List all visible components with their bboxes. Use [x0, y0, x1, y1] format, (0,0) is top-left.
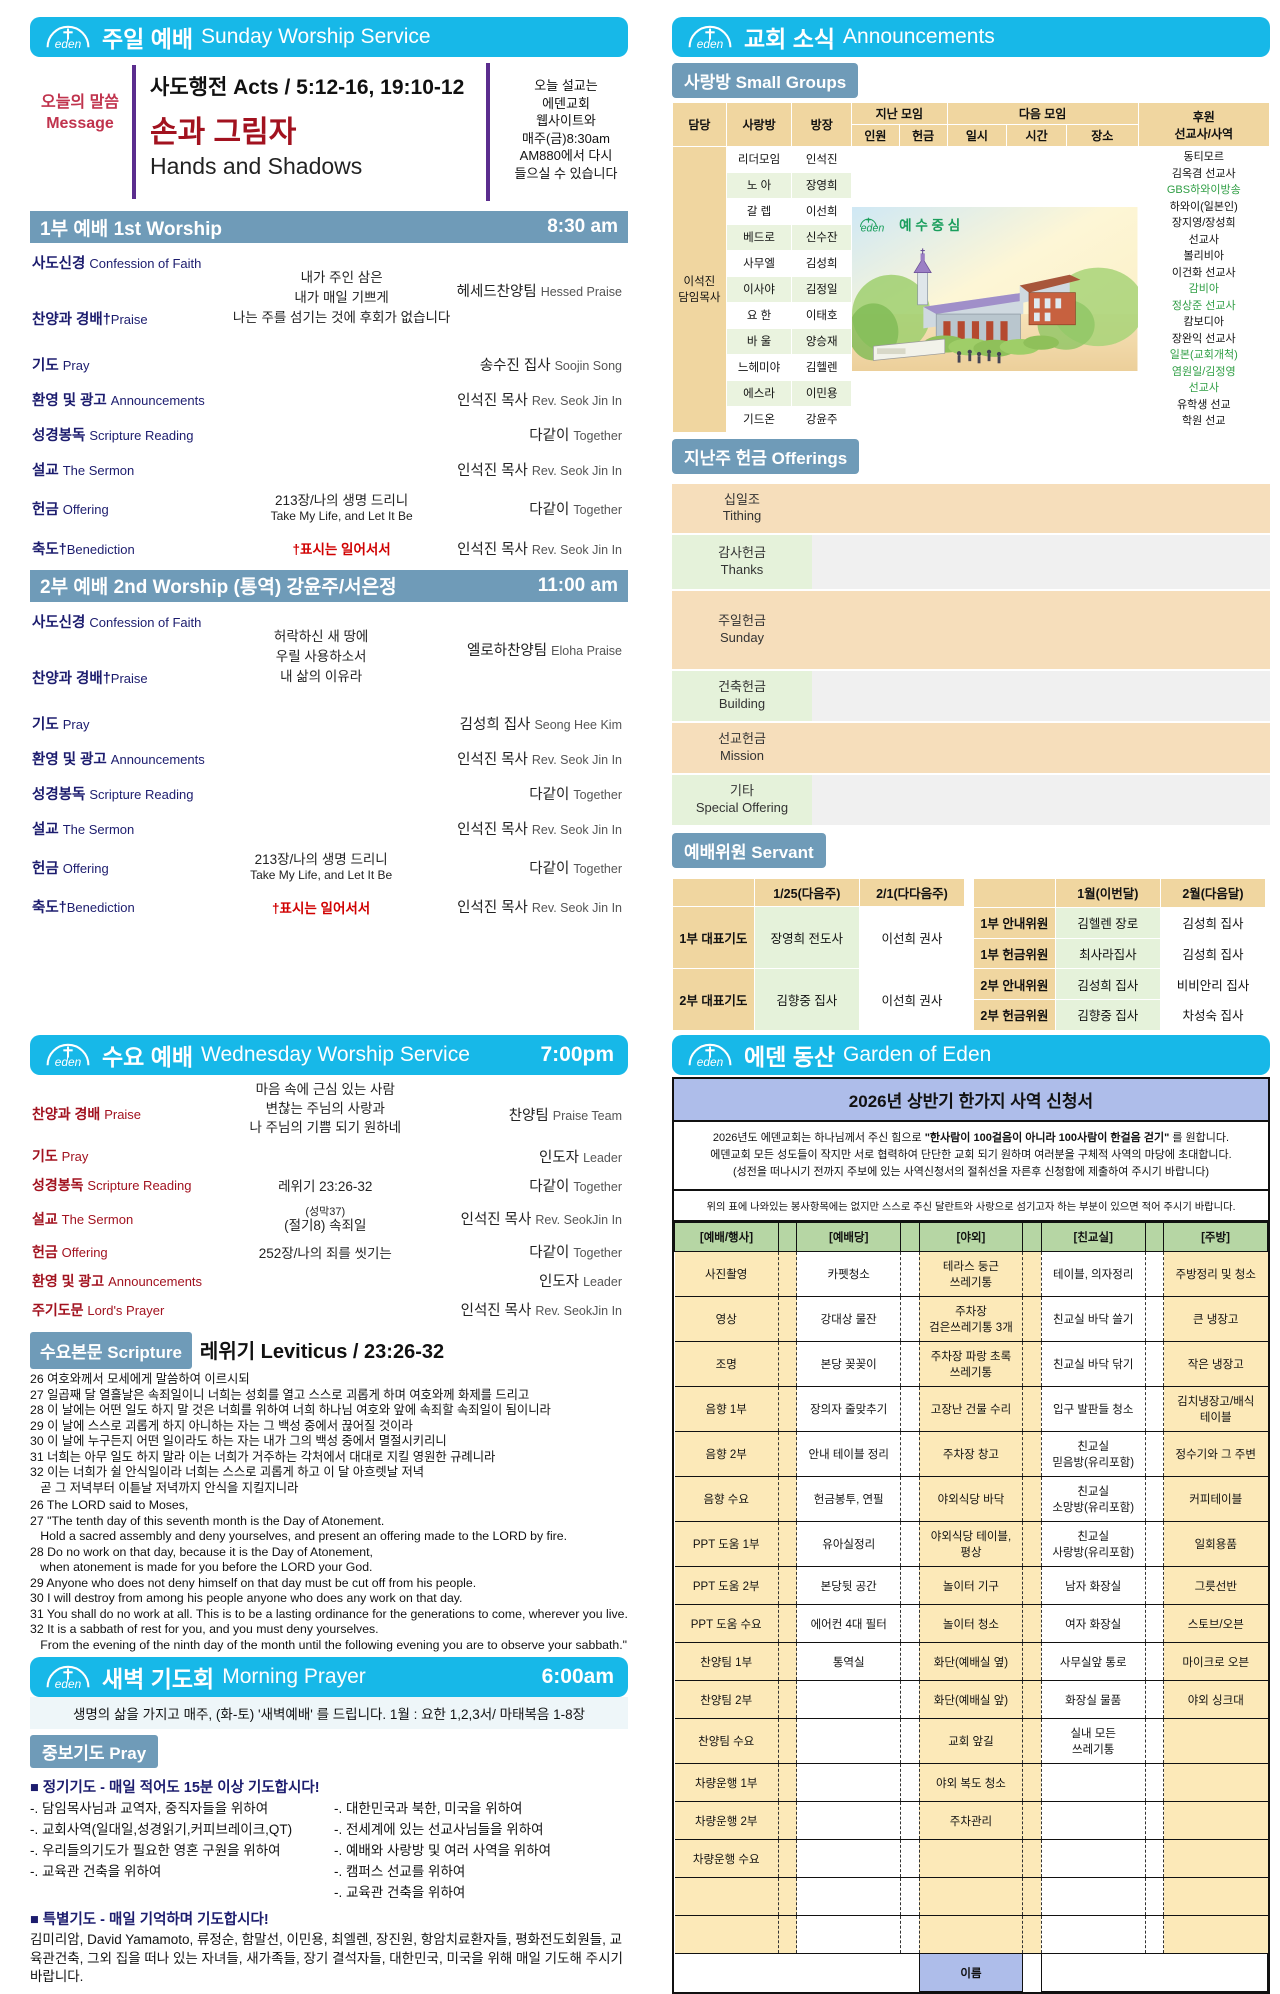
svg-text:eden: eden [55, 37, 82, 51]
svg-text:예 수 중 심: 예 수 중 심 [899, 218, 960, 233]
svg-text:eden: eden [55, 1055, 82, 1069]
svg-text:eden: eden [697, 37, 724, 51]
svg-text:eden: eden [861, 222, 885, 234]
svg-text:eden: eden [55, 1677, 82, 1691]
svg-text:eden: eden [697, 1055, 724, 1069]
